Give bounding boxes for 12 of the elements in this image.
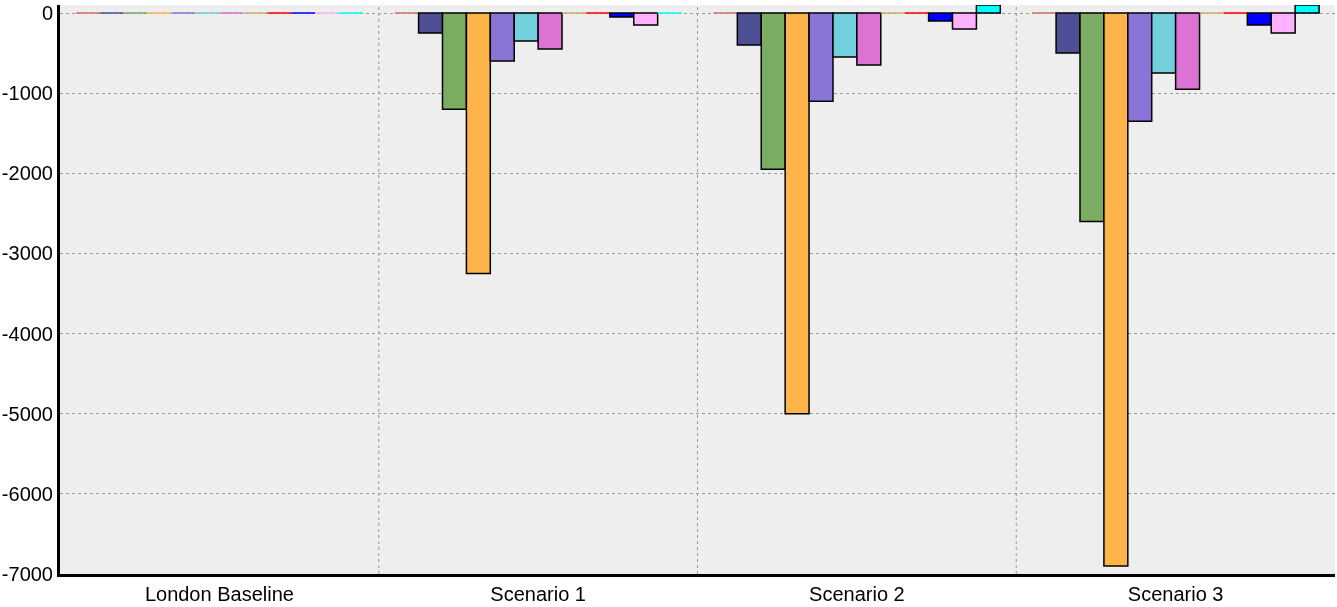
y-tick-label: -6000 (1, 482, 53, 505)
y-tick-label: -7000 (1, 563, 53, 585)
y-tick-label: -4000 (1, 322, 53, 345)
y-tick-label: -2000 (1, 162, 53, 185)
x-tick-label: Scenario 2 (809, 583, 905, 605)
y-tick-label: -5000 (1, 402, 53, 425)
x-tick-label: Scenario 1 (490, 583, 586, 605)
y-tick-label: -1000 (1, 82, 53, 105)
y-tick-label: 0 (41, 2, 53, 25)
y-tick-label: -3000 (1, 242, 53, 265)
x-tick-label: Scenario 3 (1127, 583, 1224, 605)
x-tick-label: London Baseline (144, 583, 294, 605)
